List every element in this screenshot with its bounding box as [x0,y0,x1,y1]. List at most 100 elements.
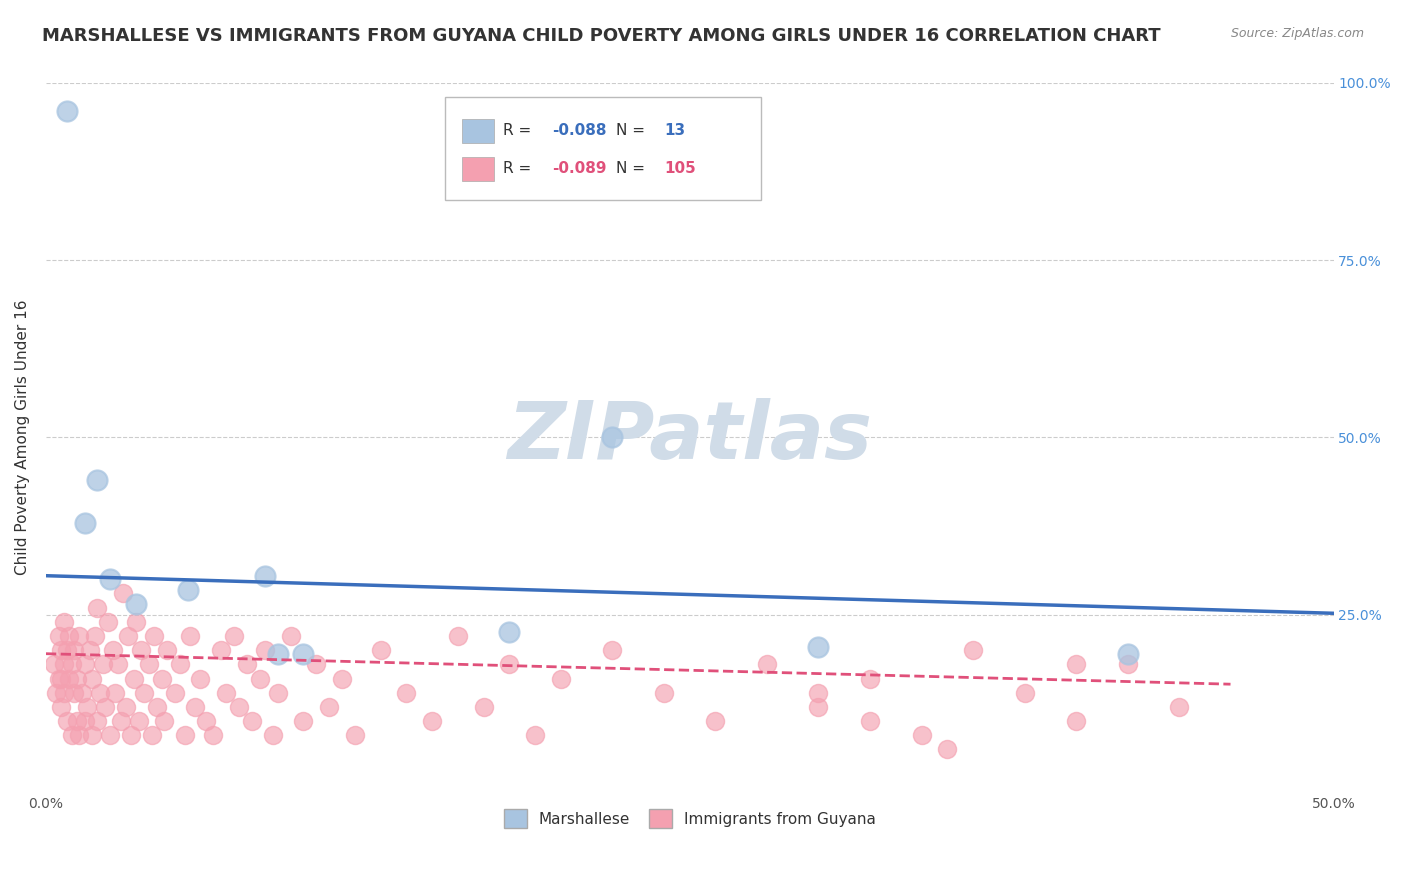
Point [125,615,148,629]
Point [104,686,127,700]
Point [153,714,176,728]
Point [120,728,142,742]
Point [69,728,91,742]
Point [112,586,135,600]
Point [73,516,96,530]
Point [305,657,328,672]
Point [524,728,547,742]
Point [228,699,250,714]
Point [240,714,263,728]
Point [215,686,238,700]
Point [129,643,152,657]
Point [253,643,276,657]
Point [42,657,65,672]
Point [1064,657,1087,672]
Point [756,657,779,672]
Point [79,643,101,657]
Point [472,699,495,714]
Point [86,714,108,728]
Point [141,728,163,742]
Point [60,657,83,672]
Point [122,672,145,686]
Point [125,597,148,611]
Point [343,728,366,742]
Point [370,643,392,657]
Point [962,643,984,657]
Point [55,643,77,657]
Point [70,686,93,700]
Point [94,699,117,714]
Point [145,699,167,714]
Point [48,672,70,686]
Point [859,672,882,686]
Point [66,672,89,686]
Text: ZIPatlas: ZIPatlas [508,399,872,476]
Point [318,699,340,714]
Point [83,629,105,643]
Point [97,615,120,629]
Point [498,657,520,672]
Point [184,699,207,714]
Point [48,629,70,643]
Point [190,672,212,686]
Point [110,714,132,728]
Text: -0.088: -0.088 [553,123,606,138]
Point [447,629,470,643]
Point [602,430,624,444]
Point [156,643,179,657]
Point [98,572,121,586]
Point [69,629,91,643]
Point [222,629,245,643]
Point [60,728,83,742]
Text: 105: 105 [664,161,696,176]
Point [395,686,418,700]
Point [82,728,104,742]
Point [73,657,96,672]
Point [58,672,80,686]
Point [45,686,67,700]
Point [169,657,191,672]
Point [807,686,830,700]
Point [262,728,284,742]
Text: R =: R = [503,123,536,138]
Point [86,600,108,615]
Point [138,657,160,672]
Point [179,629,201,643]
Point [194,714,217,728]
FancyBboxPatch shape [446,97,761,200]
Legend: Marshallese, Immigrants from Guyana: Marshallese, Immigrants from Guyana [498,803,882,834]
Point [1168,699,1191,714]
Point [82,672,104,686]
Y-axis label: Child Poverty Among Girls Under 16: Child Poverty Among Girls Under 16 [15,300,30,575]
Point [910,728,932,742]
Point [55,714,77,728]
Text: 13: 13 [664,123,685,138]
Point [420,714,443,728]
Point [101,643,124,657]
Point [163,686,186,700]
Text: R =: R = [503,161,536,176]
Point [807,699,830,714]
Point [114,699,136,714]
Point [1116,657,1139,672]
Point [76,699,98,714]
Point [51,643,73,657]
Point [1064,714,1087,728]
Text: N =: N = [616,161,650,176]
Point [330,672,353,686]
Point [807,640,830,654]
Point [150,672,173,686]
Point [176,582,198,597]
Point [132,686,155,700]
Point [292,647,315,661]
Point [58,629,80,643]
Point [117,629,139,643]
Text: Source: ZipAtlas.com: Source: ZipAtlas.com [1230,27,1364,40]
Point [174,728,197,742]
Point [202,728,225,742]
Point [73,714,96,728]
FancyBboxPatch shape [461,157,494,181]
Point [63,643,86,657]
Point [550,672,572,686]
Point [253,568,276,582]
